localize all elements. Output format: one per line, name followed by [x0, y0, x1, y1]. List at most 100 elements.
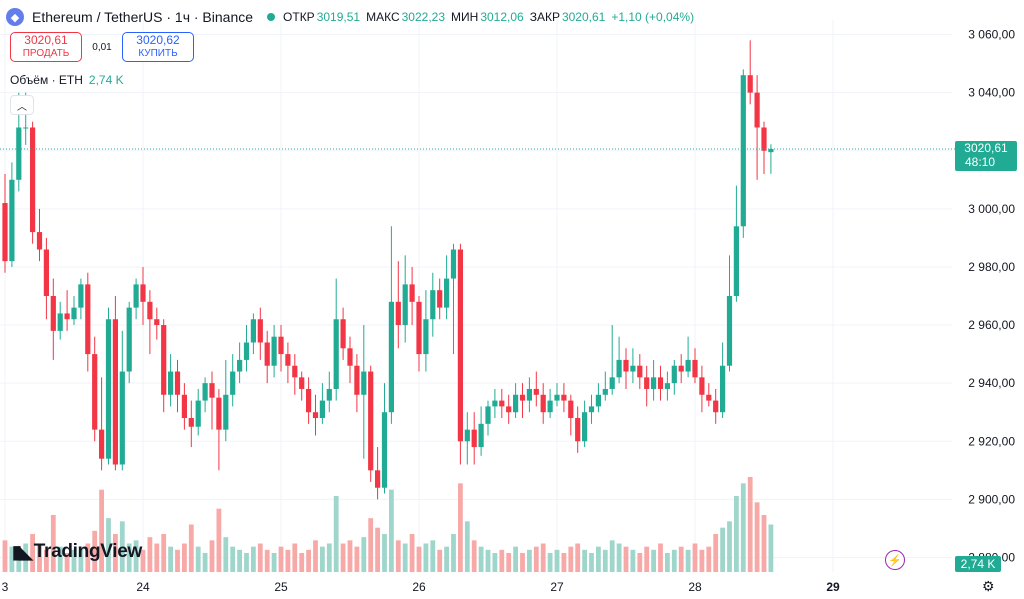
volume-bar: [658, 543, 663, 572]
volume-bar: [113, 534, 118, 572]
volume-bar: [568, 546, 574, 572]
candle-body: [450, 249, 457, 279]
volume-bar: [126, 543, 132, 572]
volume-bar: [699, 549, 705, 572]
low-value: 3012,06: [480, 10, 524, 24]
volume-value-text: 2,74 K: [961, 557, 996, 571]
candle-body: [540, 394, 546, 413]
volume-bar: [147, 537, 153, 572]
candle-body: [768, 148, 774, 153]
candle-body: [50, 296, 56, 331]
volume-bar: [734, 496, 739, 572]
candle-body: [354, 365, 360, 395]
price-axis[interactable]: 3 060,003 040,003 020,003 000,002 980,00…: [968, 28, 1015, 565]
y-tick-label: 2 920,00: [968, 434, 1015, 448]
time-axis[interactable]: 3 24 25 26 27 28 29: [2, 580, 840, 594]
candle: [582, 400, 588, 448]
volume-bar: [78, 546, 84, 572]
volume-bar: [382, 534, 387, 572]
candle: [554, 383, 560, 407]
candle-body: [64, 313, 70, 320]
brand-name: TradingView: [33, 541, 143, 562]
lightning-icon[interactable]: ⚡: [885, 550, 905, 570]
candle-body: [747, 75, 753, 93]
volume-bar: [623, 546, 629, 572]
candle-body: [588, 406, 595, 413]
candle: [685, 336, 691, 378]
candle-body: [292, 365, 298, 378]
tradingview-mark-icon: ▮◣: [12, 541, 33, 562]
candle: [181, 383, 187, 430]
candle-body: [347, 348, 353, 366]
candle: [519, 383, 526, 419]
volume-bar: [202, 553, 208, 572]
candle: [154, 307, 160, 340]
buy-price: 3020,62: [136, 33, 180, 47]
candle: [112, 296, 118, 471]
candle-body: [78, 284, 84, 308]
candle: [713, 388, 719, 424]
x-tick-label: 28: [688, 580, 702, 594]
candle-body: [23, 127, 29, 129]
candle: [347, 336, 353, 384]
y-tick-label: 3 040,00: [968, 86, 1015, 100]
candle-body: [699, 377, 705, 395]
candle-body: [223, 394, 229, 430]
candle-body: [471, 429, 477, 448]
candle: [388, 226, 394, 424]
collapse-legend-button[interactable]: ︿: [10, 95, 34, 115]
candle-body: [306, 388, 312, 413]
candle-body: [388, 301, 394, 413]
tradingview-logo[interactable]: ▮◣ TradingView: [12, 541, 142, 563]
candle-body: [644, 377, 650, 389]
volume-bar: [409, 534, 415, 572]
candle: [92, 336, 98, 442]
volume-bar: [30, 534, 35, 572]
candle-body: [582, 412, 588, 442]
candle: [768, 144, 774, 174]
candle: [126, 301, 132, 384]
candle-body: [230, 371, 236, 395]
volume-bar: [230, 546, 236, 572]
candle: [375, 447, 381, 500]
volume-bar: [492, 553, 498, 572]
volume-legend[interactable]: Объём · ETH 2,74 K: [10, 73, 124, 87]
volume-bar: [692, 543, 698, 572]
volume-bar: [133, 540, 139, 572]
candle: [492, 388, 498, 419]
candle: [312, 394, 319, 436]
volume-bar: [154, 543, 160, 572]
buy-button[interactable]: 3020,62 КУПИТЬ: [122, 32, 194, 62]
candle-body: [99, 429, 105, 459]
candle-body: [174, 371, 181, 395]
candle-body: [651, 377, 657, 389]
volume-bar: [616, 543, 622, 572]
settings-gear-icon[interactable]: ⚙: [982, 578, 995, 594]
volume-bar: [402, 543, 408, 572]
ethereum-icon[interactable]: ◆: [6, 8, 24, 26]
candle: [478, 406, 484, 456]
candle-body: [161, 325, 167, 395]
candle-body: [692, 359, 698, 378]
volume-bar: [416, 546, 422, 572]
candle-body: [264, 342, 270, 366]
volume-bar: [50, 515, 56, 572]
volume-bar: [340, 543, 346, 572]
candle: [36, 208, 43, 262]
candle-body: [30, 127, 36, 233]
candle: [699, 365, 705, 413]
volume-bar: [547, 553, 553, 572]
sell-button[interactable]: 3020,61 ПРОДАТЬ: [10, 32, 82, 62]
candle-body: [285, 354, 291, 366]
candle-body: [299, 377, 305, 389]
market-status-dot: [267, 13, 276, 21]
candle-body: [561, 394, 567, 401]
volume-bar: [630, 549, 636, 572]
candle-body: [395, 301, 401, 326]
symbol-title[interactable]: Ethereum / TetherUS · 1ч · Binance: [32, 9, 254, 25]
candle-body: [457, 249, 463, 442]
candle-body: [506, 406, 512, 413]
volume-bar: [119, 521, 125, 572]
candle-body: [168, 371, 174, 395]
